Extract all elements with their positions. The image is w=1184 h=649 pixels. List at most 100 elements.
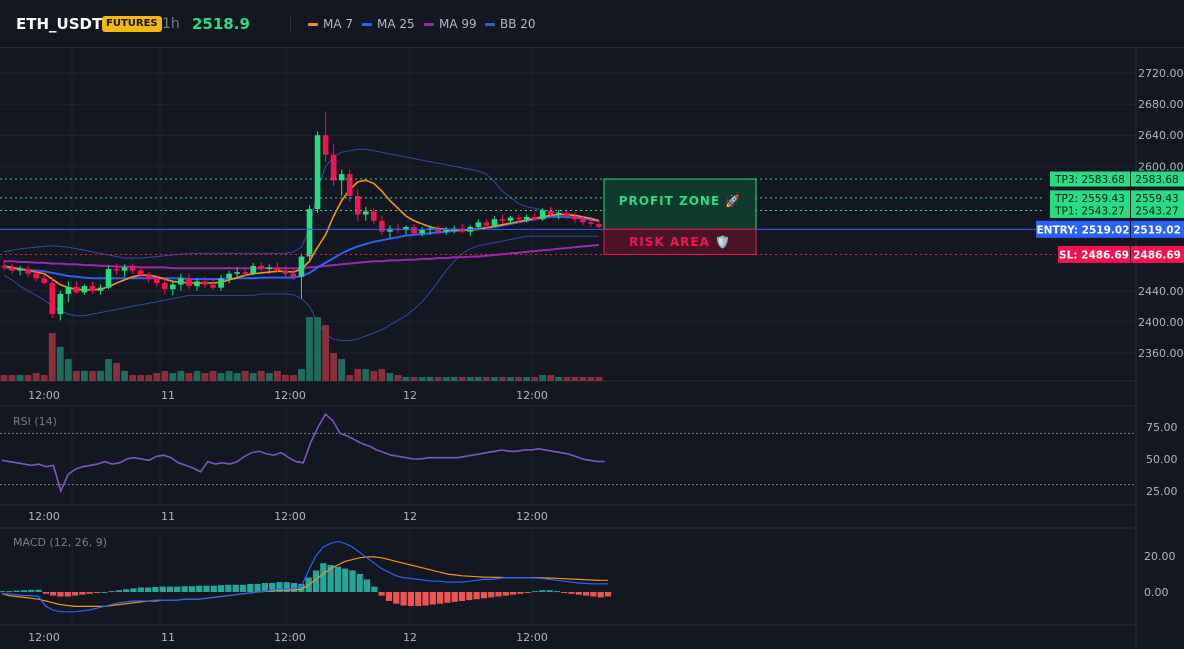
candle: [330, 144, 337, 186]
macd-hist-bar: [378, 592, 385, 596]
candle: [346, 169, 353, 202]
candle: [274, 262, 281, 273]
candle-body: [218, 278, 224, 288]
candle: [1, 261, 7, 271]
volume-bar: [587, 377, 595, 381]
macd-hist-bar: [57, 592, 64, 597]
candle: [57, 290, 64, 321]
volume-bar: [32, 373, 40, 381]
price-tick-label: 2400.00: [1138, 316, 1184, 329]
bollinger-bands: [3, 148, 600, 342]
time-tick-label: 12:00: [274, 631, 306, 644]
volume-bar: [56, 347, 64, 381]
candle: [33, 270, 39, 282]
macd-hist-bar: [407, 592, 414, 607]
trading-chart[interactable]: PROFIT ZONE 🚀 RISK AREA 🛡️ TP3: 2583.68 …: [0, 48, 1184, 649]
volume-bar: [153, 373, 161, 381]
risk-area-box[interactable]: [603, 228, 757, 255]
rsi-axis: 75.00 50.00 25.00: [1146, 421, 1178, 498]
macd-hist-bar: [473, 592, 480, 600]
candle-body: [499, 219, 506, 221]
macd-hist-bar: [480, 592, 487, 599]
macd-hist-bar: [524, 592, 531, 593]
time-tick-label: 12:00: [516, 389, 548, 402]
candle: [483, 219, 490, 229]
volume-bar: [16, 375, 24, 381]
candle-body: [49, 283, 56, 315]
sl-tag[interactable]: SL: 2486.69 2486.69: [1058, 245, 1184, 263]
candle: [210, 278, 216, 290]
volume-bar: [40, 375, 48, 381]
candle-body: [25, 269, 31, 274]
candle: [395, 223, 401, 234]
volume-bar: [298, 369, 305, 381]
macd-hist-bar: [568, 592, 575, 594]
macd-hist-bar: [539, 590, 546, 592]
candle-body: [547, 210, 554, 215]
rsi-line: [1, 412, 605, 494]
legend-ma7[interactable]: MA 7: [308, 16, 353, 32]
symbol-name[interactable]: ETH_USDT: [16, 15, 103, 33]
ma7-swatch-icon: [308, 23, 318, 26]
sl-axis-price: 2486.69: [1133, 249, 1181, 261]
volume-bar: [499, 377, 506, 381]
entry-tag[interactable]: ENTRY: 2519.02 2519.02: [1036, 220, 1184, 238]
interval-selector[interactable]: 1h: [162, 16, 180, 32]
candle: [81, 284, 88, 295]
volume-bar: [161, 371, 169, 381]
profit-zone-box[interactable]: [603, 178, 757, 230]
volume-bar: [346, 375, 354, 381]
macd-hist-bar: [196, 585, 203, 592]
macd-hist-bar: [429, 592, 436, 605]
volume-bar: [64, 359, 72, 381]
volume-histogram: [0, 317, 603, 381]
tp2-tag[interactable]: TP2: 2559.43 2559.43: [1050, 190, 1184, 206]
macd-hist-bar: [159, 586, 166, 592]
legend-ma25[interactable]: MA 25: [362, 16, 415, 32]
macd-hist-bar: [444, 592, 451, 603]
macd-hist-bar: [123, 589, 130, 592]
candle-body: [435, 228, 441, 232]
legend-ma99-label: MA 99: [439, 17, 477, 31]
rsi-pane: RSI (14): [0, 412, 1136, 494]
tp3-tag[interactable]: TP3: 2583.68 2583.68: [1050, 171, 1184, 187]
legend-bb20[interactable]: BB 20: [485, 16, 536, 32]
legend-ma99[interactable]: MA 99: [424, 16, 477, 32]
tp1-tag[interactable]: TP1: 2543.27 2543.27: [1050, 202, 1184, 218]
macd-hist-bar: [35, 589, 42, 592]
price-axis[interactable]: 2720.00 2680.00 2640.00 2600.00 2440.00 2400.…: [1138, 67, 1184, 360]
candle: [314, 131, 321, 213]
candle-body: [57, 293, 64, 315]
tp3-axis-price: 2583.68: [1135, 174, 1178, 186]
macd-hist-bar: [152, 586, 159, 592]
volume-bar: [595, 377, 603, 381]
candle: [9, 263, 15, 274]
macd-title: MACD (12, 26, 9): [13, 536, 107, 549]
candle: [178, 273, 184, 291]
macd-hist-bar: [458, 592, 466, 601]
macd-hist-bar: [451, 592, 458, 602]
volume-bar: [201, 373, 209, 381]
candle: [419, 227, 425, 237]
macd-hist-bar: [510, 592, 517, 595]
macd-axis: 20.00 0.00: [1144, 550, 1176, 599]
macd-hist-bar: [247, 583, 254, 592]
price-tick-label: 2680.00: [1138, 98, 1184, 111]
price-tick-label: 2640.00: [1138, 129, 1184, 142]
macd-hist-bar: [232, 584, 239, 592]
candle-body: [330, 154, 337, 181]
volume-bar: [314, 317, 321, 381]
volume-bar: [338, 359, 346, 381]
candle-body: [507, 217, 514, 221]
volume-bar: [483, 377, 490, 381]
candle: [443, 227, 449, 235]
candle-body: [97, 287, 104, 291]
candle-body: [226, 273, 232, 279]
candle: [226, 270, 232, 283]
macd-hist-bar: [437, 592, 444, 604]
volume-bar: [97, 371, 104, 381]
macd-hist-bar: [385, 592, 393, 601]
price-tick-label: 2440.00: [1138, 285, 1184, 298]
time-tick-label: 12: [403, 510, 417, 523]
legend-ma25-label: MA 25: [377, 17, 415, 31]
